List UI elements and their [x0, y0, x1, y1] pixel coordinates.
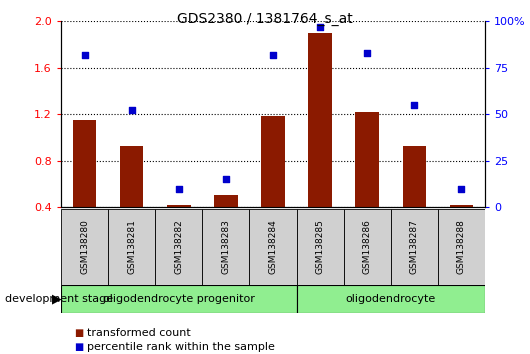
- Text: ■: ■: [74, 342, 83, 352]
- Point: [222, 176, 230, 182]
- Bar: [261, 116, 285, 207]
- Bar: [167, 205, 190, 207]
- Bar: [61, 285, 296, 313]
- Text: GSM138287: GSM138287: [410, 219, 419, 274]
- Point: [174, 185, 183, 191]
- Point: [80, 52, 89, 57]
- Bar: [61, 209, 108, 285]
- Point: [363, 50, 372, 56]
- Bar: [356, 112, 379, 207]
- Text: oligodendrocyte progenitor: oligodendrocyte progenitor: [103, 294, 255, 304]
- Bar: [449, 205, 473, 207]
- Bar: [73, 120, 96, 207]
- Bar: [402, 145, 426, 207]
- Point: [410, 102, 419, 108]
- Text: GSM138281: GSM138281: [127, 219, 136, 274]
- Bar: [343, 209, 391, 285]
- Point: [269, 52, 277, 57]
- Text: GDS2380 / 1381764_s_at: GDS2380 / 1381764_s_at: [177, 12, 353, 27]
- Bar: [155, 209, 202, 285]
- Text: GSM138285: GSM138285: [315, 219, 324, 274]
- Text: GSM138280: GSM138280: [80, 219, 89, 274]
- Text: ▶: ▶: [52, 293, 61, 306]
- Bar: [202, 209, 250, 285]
- Text: GSM138288: GSM138288: [457, 219, 466, 274]
- Text: ■: ■: [74, 328, 83, 338]
- Text: GSM138284: GSM138284: [269, 219, 277, 274]
- Point: [316, 24, 324, 30]
- Text: GSM138286: GSM138286: [363, 219, 372, 274]
- Text: development stage: development stage: [5, 294, 113, 304]
- Text: GSM138282: GSM138282: [174, 219, 183, 274]
- Point: [127, 108, 136, 113]
- Bar: [214, 195, 237, 207]
- Bar: [108, 209, 155, 285]
- Bar: [296, 285, 485, 313]
- Text: transformed count: transformed count: [87, 328, 191, 338]
- Text: oligodendrocyte: oligodendrocyte: [346, 294, 436, 304]
- Bar: [438, 209, 485, 285]
- Bar: [308, 33, 332, 207]
- Bar: [296, 209, 343, 285]
- Bar: [250, 209, 296, 285]
- Text: percentile rank within the sample: percentile rank within the sample: [87, 342, 275, 352]
- Text: GSM138283: GSM138283: [222, 219, 231, 274]
- Point: [457, 185, 466, 191]
- Bar: [391, 209, 438, 285]
- Bar: [120, 145, 144, 207]
